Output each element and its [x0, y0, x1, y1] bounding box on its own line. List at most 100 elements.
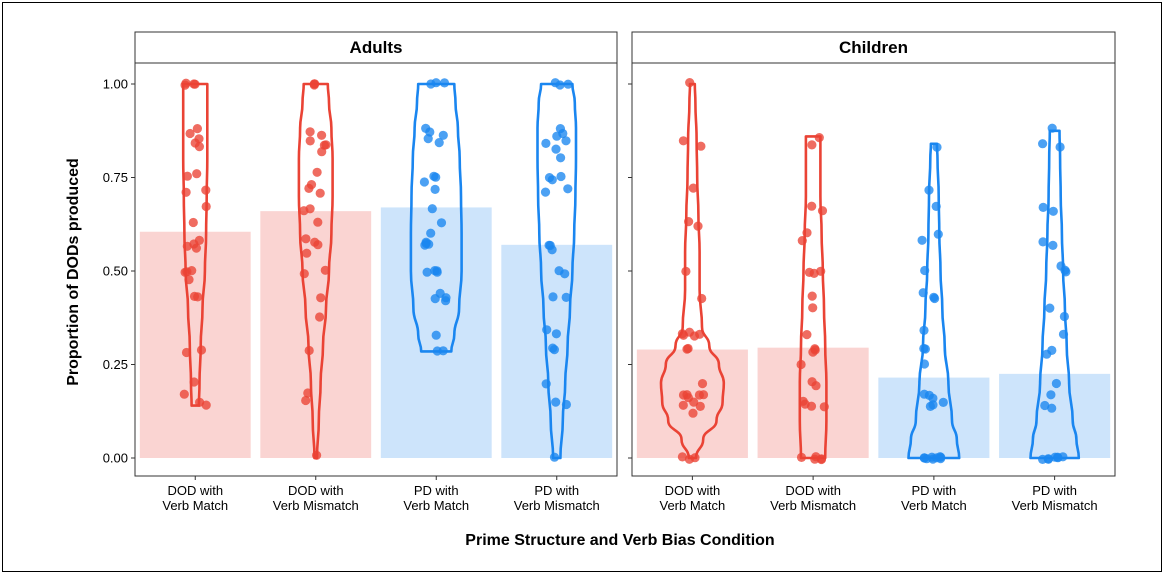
x-tick-label-line1: DOD with [288, 483, 344, 498]
data-point [563, 184, 573, 194]
data-point [313, 217, 323, 227]
data-point [1051, 378, 1061, 389]
data-point [181, 187, 191, 197]
y-axis-title: Proportion of DODs produced [65, 158, 82, 386]
data-point [441, 296, 451, 306]
data-point [919, 325, 929, 335]
data-point [299, 206, 309, 216]
data-point [422, 267, 432, 277]
x-axis-title: Prime Structure and Verb Bias Condition [465, 532, 774, 549]
data-point [935, 452, 945, 462]
data-point [1040, 400, 1050, 411]
data-point [814, 133, 824, 143]
data-point [194, 142, 204, 152]
x-tick-label-line1: PD with [414, 483, 459, 498]
data-point [556, 153, 566, 163]
data-point [808, 303, 818, 313]
condition-0-1 [260, 79, 372, 460]
data-point [184, 275, 194, 285]
data-point [919, 359, 930, 369]
data-point [1058, 452, 1068, 462]
data-point [1038, 202, 1048, 212]
data-point [809, 268, 819, 278]
data-point [550, 78, 560, 88]
data-point [551, 397, 561, 407]
data-point [310, 79, 320, 89]
y-tick-label: 0.75 [103, 170, 128, 185]
data-point [1048, 206, 1058, 216]
data-point [552, 131, 562, 141]
data-point [919, 453, 929, 463]
y-tick-label: 0.00 [103, 451, 128, 466]
data-point [431, 172, 441, 182]
data-point [920, 265, 930, 276]
data-point [196, 345, 207, 355]
data-point [678, 136, 689, 146]
data-point [920, 344, 931, 354]
data-point [1045, 303, 1055, 313]
data-point [305, 136, 315, 146]
data-point [420, 240, 430, 250]
data-point [302, 248, 312, 258]
data-point [301, 234, 311, 244]
data-point [191, 243, 201, 253]
data-point [434, 138, 444, 148]
data-point [188, 217, 198, 228]
panel-border [631, 62, 1116, 477]
condition-0-2 [380, 78, 492, 458]
x-tick-label-line1: DOD with [785, 483, 841, 498]
mean-bar [139, 231, 251, 458]
data-point [547, 245, 557, 255]
data-point [540, 187, 551, 197]
data-point [677, 452, 688, 462]
condition-1-0 [636, 78, 748, 464]
data-point [1055, 142, 1065, 152]
panel-title: Adults [350, 38, 403, 57]
data-point [201, 185, 211, 195]
data-point [1038, 139, 1048, 149]
y-tick-label: 0.25 [103, 357, 128, 372]
data-point [547, 175, 557, 185]
data-point [426, 79, 436, 89]
data-point [301, 395, 311, 406]
data-point [917, 235, 927, 245]
data-point [551, 329, 562, 339]
data-point [697, 293, 707, 304]
data-point [684, 454, 695, 464]
mean-bar [878, 377, 990, 458]
data-point [695, 401, 705, 411]
data-point [684, 217, 694, 227]
data-point [1038, 237, 1048, 247]
data-point [181, 347, 192, 358]
data-point [189, 79, 199, 89]
data-point [928, 393, 938, 403]
data-point [918, 288, 928, 298]
data-point [560, 269, 570, 279]
violin-outline [798, 135, 828, 460]
data-point [316, 293, 326, 303]
data-point [930, 293, 940, 304]
data-point [432, 346, 442, 356]
data-point [1058, 329, 1069, 339]
x-tick-label-line1: PD with [1032, 483, 1077, 498]
data-point [315, 312, 325, 322]
data-point [807, 140, 817, 150]
data-point [802, 330, 812, 340]
x-tick-label-line1: DOD with [665, 483, 721, 498]
x-tick-label-line2: Verb Mismatch [514, 498, 600, 513]
data-point [817, 206, 828, 216]
data-point [1047, 403, 1057, 413]
x-tick-label-line2: Verb Match [403, 498, 469, 513]
data-point [678, 400, 688, 410]
data-point [689, 331, 700, 341]
data-point [678, 330, 689, 340]
data-point [304, 345, 314, 356]
data-point [1048, 240, 1058, 250]
data-point [681, 266, 691, 276]
data-point [179, 389, 189, 399]
data-point [192, 169, 202, 179]
data-point [1060, 265, 1070, 275]
condition-1-2 [878, 142, 990, 464]
condition-1-1 [757, 133, 869, 465]
